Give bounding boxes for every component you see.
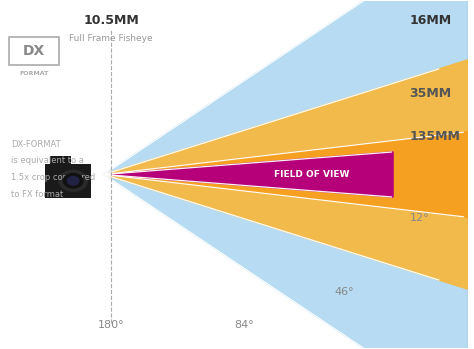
Text: FORMAT: FORMAT [19,71,49,76]
Text: 35MM: 35MM [410,87,452,99]
Text: 46°: 46° [335,288,355,297]
Text: 1.5x crop compared: 1.5x crop compared [11,173,95,182]
Polygon shape [104,60,468,289]
Polygon shape [104,132,468,217]
Text: Full Frame Fisheye: Full Frame Fisheye [69,34,153,43]
Text: 84°: 84° [234,320,254,330]
Text: to FX format: to FX format [11,190,63,199]
Circle shape [67,177,79,185]
FancyBboxPatch shape [9,37,59,65]
Polygon shape [104,0,468,349]
Text: 10.5MM: 10.5MM [83,14,139,27]
FancyBboxPatch shape [45,164,91,198]
Text: 135MM: 135MM [410,130,460,143]
Circle shape [59,170,87,191]
Text: FIELD OF VIEW: FIELD OF VIEW [274,170,349,179]
Text: DX: DX [23,44,45,58]
Text: DX-FORMAT: DX-FORMAT [11,140,60,149]
Text: 12°: 12° [410,213,429,223]
FancyBboxPatch shape [50,156,71,166]
Text: 180°: 180° [98,320,124,330]
Text: is equivalent to a: is equivalent to a [11,156,83,165]
Text: 16MM: 16MM [410,14,452,27]
Circle shape [64,173,83,188]
Polygon shape [104,152,393,197]
